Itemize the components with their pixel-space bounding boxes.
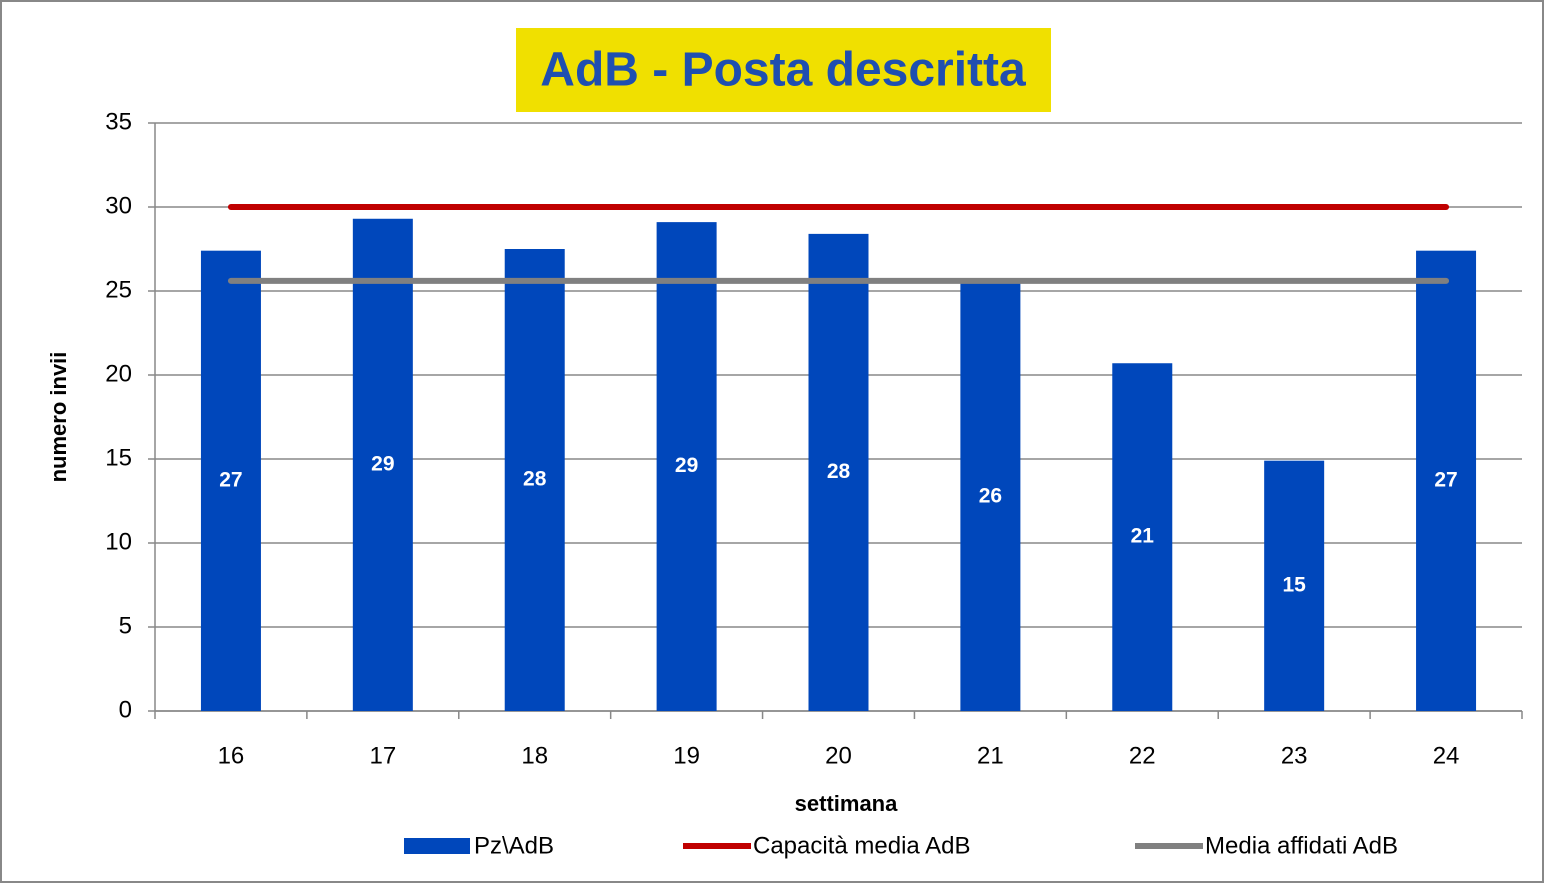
- legend-label: Capacità media AdB: [753, 832, 970, 859]
- bar: [1112, 363, 1173, 711]
- y-tick-label: 15: [105, 444, 132, 471]
- y-tick-label: 20: [105, 360, 132, 387]
- title-box: [516, 28, 1051, 112]
- data-label: 29: [675, 454, 698, 477]
- data-label: 15: [1282, 573, 1306, 596]
- legend-label: Pz\AdB: [474, 832, 554, 859]
- x-tick-label: 21: [977, 742, 1004, 769]
- y-tick-label: 5: [119, 612, 132, 639]
- x-tick-label: 16: [218, 742, 245, 769]
- x-tick-label: 17: [369, 742, 396, 769]
- bar: [1416, 250, 1477, 711]
- y-tick-label: 10: [105, 528, 132, 555]
- data-label: 21: [1131, 525, 1155, 548]
- x-tick-label: 22: [1129, 742, 1156, 769]
- legend-swatch: [404, 838, 470, 854]
- y-tick-label: 25: [105, 276, 132, 303]
- data-label: 26: [979, 484, 1002, 507]
- bar: [960, 282, 1021, 711]
- bar: [656, 222, 717, 711]
- x-tick-label: 23: [1281, 742, 1308, 769]
- bar: [352, 218, 413, 711]
- bar: [504, 249, 565, 711]
- y-tick-label: 30: [105, 192, 132, 219]
- x-tick-label: 19: [673, 742, 700, 769]
- data-label: 28: [827, 460, 851, 483]
- data-label: 28: [523, 468, 547, 491]
- x-tick-label: 24: [1433, 742, 1460, 769]
- bar: [808, 233, 869, 711]
- data-label: 29: [371, 452, 394, 475]
- y-axis-label: numero invii: [46, 352, 71, 483]
- legend-label: Media affidati AdB: [1205, 832, 1398, 859]
- x-axis-label: settimana: [795, 791, 898, 816]
- bar: [1264, 460, 1325, 711]
- x-tick-label: 18: [521, 742, 548, 769]
- y-tick-label: 0: [119, 696, 132, 723]
- bar: [200, 250, 261, 711]
- y-tick-label: 35: [105, 108, 132, 135]
- x-tick-label: 20: [825, 742, 852, 769]
- chart-title: AdB - Posta descritta: [540, 44, 1026, 97]
- data-label: 27: [219, 468, 242, 491]
- data-label: 27: [1434, 468, 1457, 491]
